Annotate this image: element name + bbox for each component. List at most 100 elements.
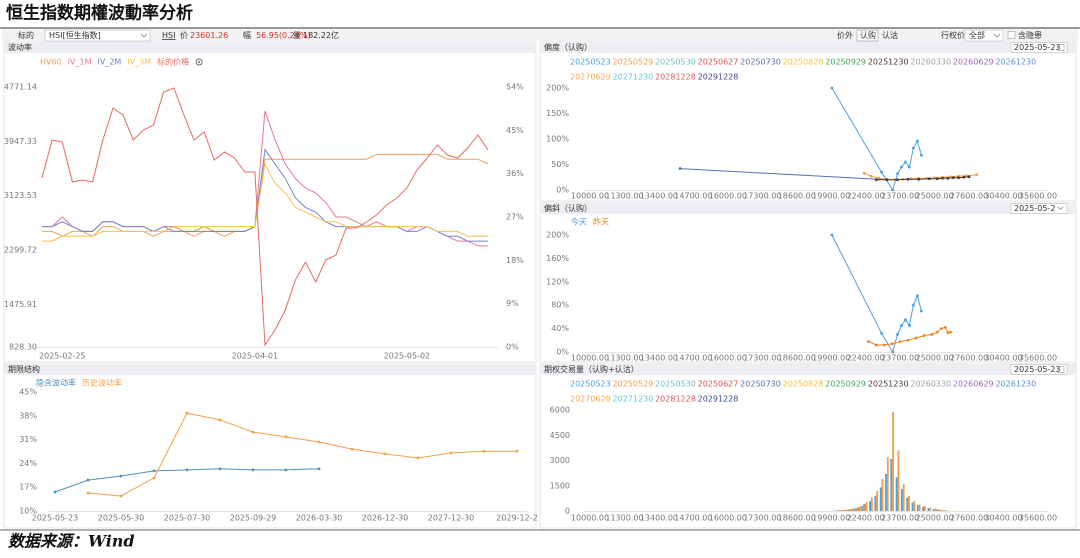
price-label: 价 <box>180 31 188 40</box>
bar <box>846 509 849 511</box>
bar <box>852 508 855 511</box>
bar <box>874 495 877 511</box>
legend-entry: 20250828 <box>783 58 824 67</box>
date[interactable]: 2025-05-2 <box>1014 204 1055 213</box>
strike-label: 行权价 <box>941 30 965 40</box>
bar <box>860 505 862 511</box>
point <box>119 474 123 478</box>
x-tick-label: 18600.00 <box>778 354 816 363</box>
strike-value[interactable]: 全部 <box>969 30 985 40</box>
chevron <box>1057 206 1064 211</box>
point <box>874 343 878 347</box>
bar <box>924 506 926 511</box>
legend-entry: HV60 <box>40 58 62 67</box>
point <box>152 469 156 473</box>
filter-selected[interactable] <box>856 29 879 42</box>
date-select[interactable] <box>1010 203 1068 214</box>
legend-entry: 20250523 <box>570 380 611 389</box>
point <box>946 331 950 335</box>
legend-entry: 昨天 <box>593 217 609 227</box>
bar <box>885 473 887 511</box>
bar <box>934 508 937 511</box>
x-tick-label: 2025-02-25 <box>39 352 86 361</box>
bar <box>897 450 900 511</box>
bar <box>876 490 879 511</box>
point <box>919 153 923 157</box>
x-tick-label: 17300.00 <box>743 354 781 363</box>
underlying-value[interactable]: HSI[恒生指数] <box>49 30 101 40</box>
bar <box>947 510 950 511</box>
y-tick-label: 2299.72 <box>4 245 37 254</box>
checkbox-label[interactable]: 含隐患 <box>1018 30 1042 40</box>
bar <box>839 510 841 511</box>
bar <box>901 489 903 511</box>
x-tick-label: 27600.00 <box>950 514 988 523</box>
bar <box>835 510 838 511</box>
legend-entry: 20251230 <box>868 380 909 389</box>
legend-entry: IV_1M <box>68 58 92 67</box>
y2-tick-label: 18% <box>506 256 524 265</box>
x-tick-label: 23700.00 <box>881 514 919 523</box>
legend-entry: 20250929 <box>825 58 866 67</box>
point <box>930 333 934 336</box>
underlying-label: 标的 <box>18 30 34 40</box>
y-tick-label: 50% <box>551 160 569 169</box>
code[interactable]: HSI <box>162 31 175 40</box>
x-tick-label: 18600.00 <box>778 192 816 201</box>
legend-entry: 今天 <box>571 217 587 227</box>
x-tick-label: 22400.00 <box>847 354 885 363</box>
x-tick-label: 2027-12-30 <box>428 514 475 523</box>
calendar-icon <box>1057 366 1065 373</box>
bar <box>945 510 948 511</box>
point <box>185 411 189 415</box>
bar <box>929 507 932 511</box>
panel-header <box>4 364 536 375</box>
filter[interactable]: 价外 <box>837 30 853 40</box>
legend-entry: 隐含波动率 <box>36 378 76 388</box>
point <box>914 336 918 340</box>
filter[interactable]: 认沽 <box>882 30 898 40</box>
point <box>53 490 57 494</box>
x-tick-label: 13400.00 <box>640 192 678 201</box>
bar <box>862 504 865 511</box>
legend-entry: 20250627 <box>698 58 739 67</box>
settings-icon <box>195 58 203 66</box>
panel-title: 偏度（认购） <box>544 42 592 52</box>
underlying-select[interactable] <box>44 29 151 42</box>
x-tick-label: 25000.00 <box>916 354 954 363</box>
date[interactable]: 2025-05-23 <box>1014 365 1061 374</box>
legend-entry: 20250529 <box>613 58 654 67</box>
legend-entry: 20250530 <box>655 58 696 67</box>
y-tick-label: 17% <box>19 483 37 492</box>
point <box>908 324 911 328</box>
x-tick-label: 2029-12-2 <box>496 514 537 523</box>
point <box>900 165 903 169</box>
point <box>880 331 883 335</box>
bar <box>857 507 860 511</box>
point <box>939 327 943 330</box>
filter[interactable]: 认购 <box>860 30 876 40</box>
y-tick-label: 1500 <box>550 481 570 490</box>
legend-entry: 20250530 <box>655 380 696 389</box>
date-picker[interactable] <box>1010 42 1068 53</box>
date[interactable]: 2025-05-23 <box>1014 43 1061 52</box>
bar <box>886 457 889 511</box>
strike-select[interactable] <box>964 29 1004 42</box>
point <box>917 177 921 181</box>
point <box>891 350 895 354</box>
point <box>915 139 919 143</box>
point <box>482 449 486 453</box>
y-tick-label: 10% <box>19 507 37 516</box>
series-line <box>41 87 489 347</box>
bar <box>942 510 945 511</box>
x-tick-label: 35600.00 <box>1019 192 1057 201</box>
bar <box>865 501 868 511</box>
series-line <box>831 234 922 354</box>
x-tick-label: 2025-07-30 <box>164 514 211 523</box>
point <box>962 175 966 179</box>
x-tick-label: 22400.00 <box>847 514 885 523</box>
date-picker[interactable] <box>1010 364 1068 375</box>
bar <box>890 458 893 511</box>
point <box>152 476 156 480</box>
checkbox[interactable] <box>1007 31 1016 39</box>
